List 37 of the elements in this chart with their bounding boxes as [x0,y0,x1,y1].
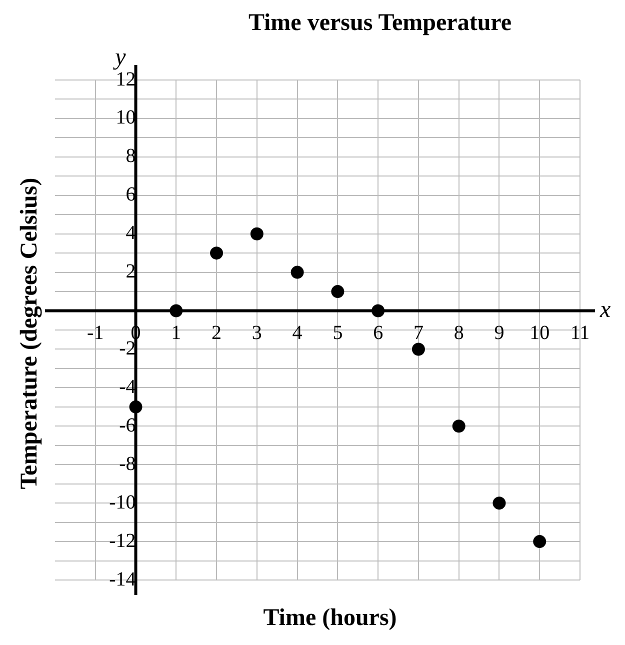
x-tick-label: 4 [292,322,302,344]
point [492,496,506,510]
x-tick-label: 1 [171,322,182,344]
y-tick-label: -10 [109,491,136,514]
y-tick-label: 10 [116,106,136,129]
x-tick-label: 11 [570,322,590,344]
x-tick-label: 5 [332,322,343,344]
x-tick-label: 8 [454,322,464,344]
point [331,285,344,298]
y-tick-label: -4 [119,376,136,398]
x-tick-label: 6 [373,322,384,344]
text: x [599,297,611,324]
point [452,420,466,433]
y-tick-label: -6 [119,414,136,436]
x-tick-label: 7 [413,322,424,344]
point [250,227,264,240]
x-tick-label: -1 [87,322,104,344]
x-axis-title: Time (hours) [262,605,398,632]
x-tick-label: 9 [494,322,504,344]
y-tick-label: 8 [126,145,136,168]
y-tick-label: 2 [126,260,136,283]
x-tick-label: 3 [252,322,262,344]
y-tick-label: 6 [126,184,136,206]
point [210,246,224,260]
y-tick-label: 12 [116,68,136,90]
point [533,535,546,548]
point [412,342,425,356]
point [290,266,304,279]
y-tick-label: -12 [109,530,136,552]
chart-title: Time versus Temperature [247,10,513,37]
text: y [113,44,126,70]
y-tick-label: -14 [109,568,136,590]
y-axis-title: Temperature (degrees Celsius) [16,176,44,492]
y-tick-label: -8 [119,452,136,475]
x-tick-label: 10 [530,322,550,344]
x-tick-label: 2 [212,322,222,344]
y-tick-label: 4 [126,222,136,244]
